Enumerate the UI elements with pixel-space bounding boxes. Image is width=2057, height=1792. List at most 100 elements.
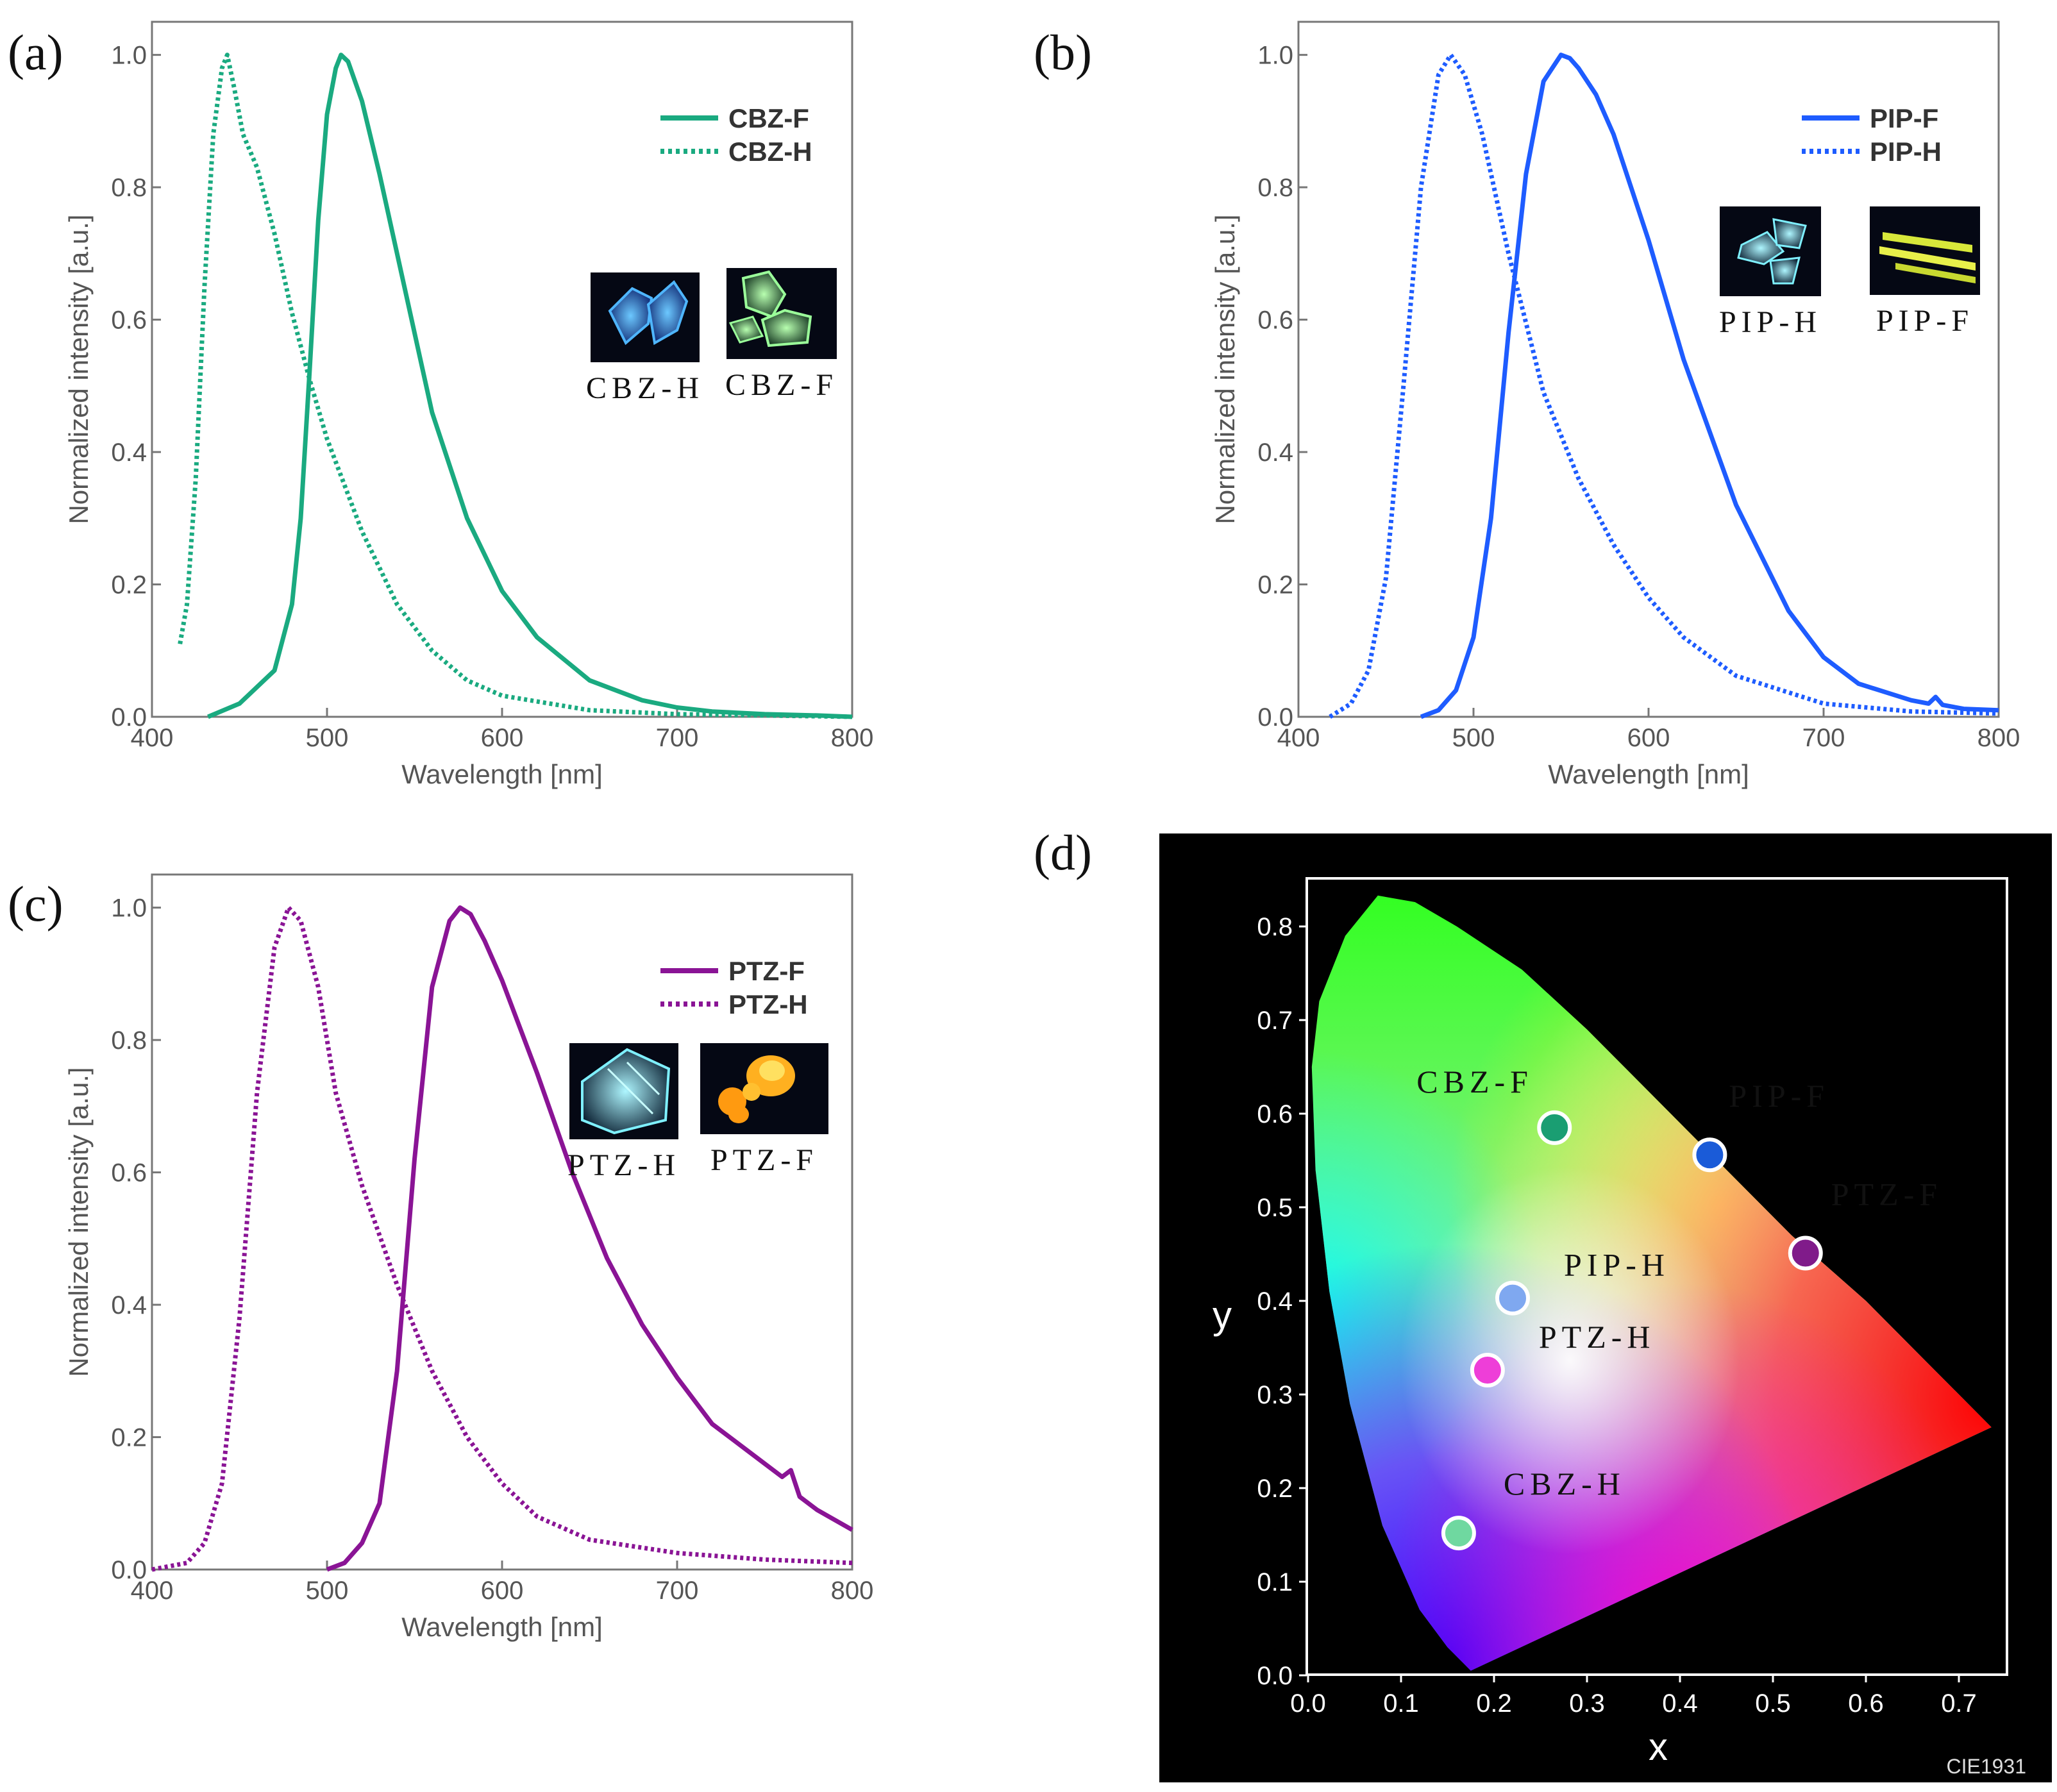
y-tick-label: 0.2 xyxy=(1257,571,1293,599)
series-line-ptz-f xyxy=(326,905,853,1572)
cie-title: CIE1931 xyxy=(1946,1755,2026,1778)
inset-photo-ptz-f xyxy=(700,1043,828,1134)
crystal-shape xyxy=(741,270,787,319)
spectrum-chart-b: 400 500 600 700 800 0.0 0.2 0.4 0.6 0.8 1.0 Wavelen… xyxy=(1210,21,2020,789)
x-tick-label: 600 xyxy=(481,724,524,752)
x-tick-label: 700 xyxy=(656,1577,699,1605)
y-tick-label: 0.0 xyxy=(1257,703,1293,732)
y-tick-label: 0.8 xyxy=(1257,174,1293,202)
x-tick-label: 0.5 xyxy=(1755,1689,1791,1718)
crystal-highlight xyxy=(759,1060,785,1081)
inset-caption: PTZ-H xyxy=(567,1148,680,1182)
y-axis-label: Normalized intensity [a.u.] xyxy=(1210,214,1240,524)
y-tick-label: 0.0 xyxy=(111,703,147,732)
y-tick-label: 0.8 xyxy=(111,174,147,202)
legend-label: PTZ-F xyxy=(728,956,805,986)
y-tick-label: 0.4 xyxy=(1257,1287,1293,1316)
cie-point-pip-f xyxy=(1692,1137,1727,1173)
y-tick-label: 0.4 xyxy=(1257,439,1293,467)
series-line-pip-f xyxy=(1420,53,1999,719)
y-tick-label: 0.8 xyxy=(1257,913,1293,941)
x-tick-label: 0.7 xyxy=(1941,1689,1977,1718)
cie-point-label: PIP-H xyxy=(1564,1247,1670,1283)
inset-photo-pip-h xyxy=(1720,206,1821,296)
y-tick-label: 0.0 xyxy=(111,1556,147,1584)
legend-label: CBZ-F xyxy=(728,103,809,133)
crystal-shape xyxy=(760,308,812,348)
x-axis-label: Wavelength [nm] xyxy=(401,1612,603,1642)
cie-point-ptz-h xyxy=(1470,1353,1505,1388)
y-tick-label: 0.0 xyxy=(1257,1662,1293,1690)
spectrum-chart-c: 400 500 600 700 800 0.0 0.2 0.4 0.6 0.8 1.0 Wavelen… xyxy=(63,873,874,1642)
x-axis-label: Wavelength [nm] xyxy=(1548,759,1749,789)
spectrum-chart-a: 400 500 600 700 800 0.0 0.2 0.4 0.6 0.8 1.0 Wavelen… xyxy=(63,21,874,789)
series-line-ptz-h xyxy=(151,905,853,1572)
cie-point-label: PIP-F xyxy=(1729,1078,1829,1114)
y-tick-label: 0.4 xyxy=(111,1291,147,1319)
crystal-shape xyxy=(1769,256,1801,285)
cie-chart: 0.0 0.1 0.2 0.3 0.4 0.5 0.6 0.7 0.0 0.1 0.2 0.3 0.4 0… xyxy=(1159,833,2052,1782)
inset-caption: PIP-F xyxy=(1876,304,1974,338)
panel-label-c: (c) xyxy=(8,876,63,932)
legend-label: CBZ-H xyxy=(728,137,812,167)
x-tick-label: 400 xyxy=(131,1577,174,1605)
y-tick-label: 0.1 xyxy=(1257,1568,1293,1596)
x-tick-label: 0.3 xyxy=(1569,1689,1605,1718)
y-tick-label: 0.5 xyxy=(1257,1194,1293,1222)
x-axis-label: x xyxy=(1649,1725,1668,1768)
y-tick-label: 0.6 xyxy=(111,1159,147,1187)
inset-photo-cbz-h xyxy=(591,272,700,362)
needle-crystal xyxy=(1879,246,1976,271)
inset-caption: CBZ-H xyxy=(586,371,704,405)
y-tick-label: 0.6 xyxy=(1257,306,1293,335)
legend-label: PTZ-H xyxy=(728,989,808,1019)
x-tick-label: 500 xyxy=(306,724,349,752)
cie-point-pip-h xyxy=(1495,1280,1530,1316)
panel-label-d: (d) xyxy=(1034,825,1092,880)
crystal-shape xyxy=(728,1105,749,1123)
y-tick-label: 0.2 xyxy=(111,1424,147,1452)
inset-caption: PTZ-F xyxy=(710,1143,818,1177)
x-tick-label: 600 xyxy=(481,1577,524,1605)
crystal-shape xyxy=(1772,218,1807,249)
crystal-shape xyxy=(646,280,689,346)
needle-crystal xyxy=(1895,263,1976,283)
inset-photo-pip-f xyxy=(1870,206,1980,295)
x-tick-label: 700 xyxy=(1802,724,1845,752)
series-line-pip-h xyxy=(1329,53,1999,719)
cie-point-label: CBZ-F xyxy=(1416,1064,1533,1100)
cie-point-ptz-f xyxy=(1788,1235,1823,1271)
y-tick-label: 1.0 xyxy=(111,894,147,923)
cie-point-label: PTZ-H xyxy=(1539,1319,1656,1355)
x-tick-label: 0.0 xyxy=(1290,1689,1326,1718)
legend-label: PIP-H xyxy=(1870,137,1942,167)
x-tick-label: 0.1 xyxy=(1383,1689,1419,1718)
y-tick-label: 1.0 xyxy=(1257,42,1293,70)
y-tick-label: 0.2 xyxy=(111,571,147,599)
panel-label-b: (b) xyxy=(1034,24,1092,80)
x-tick-label: 800 xyxy=(831,724,874,752)
series-line-cbz-f xyxy=(207,53,853,719)
y-axis-label: y xyxy=(1213,1294,1232,1337)
x-tick-label: 400 xyxy=(1277,724,1320,752)
crystal-shape xyxy=(1737,231,1785,265)
crystal-shape xyxy=(581,1048,671,1135)
x-axis-label: Wavelength [nm] xyxy=(401,759,603,789)
inset-caption: PIP-H xyxy=(1719,305,1822,339)
y-tick-label: 0.2 xyxy=(1257,1475,1293,1503)
y-tick-label: 0.6 xyxy=(1257,1100,1293,1128)
x-tick-label: 800 xyxy=(831,1577,874,1605)
y-tick-label: 0.4 xyxy=(111,439,147,467)
crystal-shape xyxy=(743,1083,760,1101)
series-line-cbz-h xyxy=(178,53,853,719)
cie-point-cbz-h xyxy=(1441,1516,1476,1551)
cie-frame xyxy=(1306,877,2008,1676)
cie-point-label: PTZ-F xyxy=(1831,1177,1942,1212)
panel-label-a: (a) xyxy=(8,24,63,80)
x-tick-label: 0.4 xyxy=(1662,1689,1698,1718)
x-tick-label: 500 xyxy=(306,1577,349,1605)
x-tick-label: 700 xyxy=(656,724,699,752)
inset-caption: CBZ-F xyxy=(725,368,838,402)
